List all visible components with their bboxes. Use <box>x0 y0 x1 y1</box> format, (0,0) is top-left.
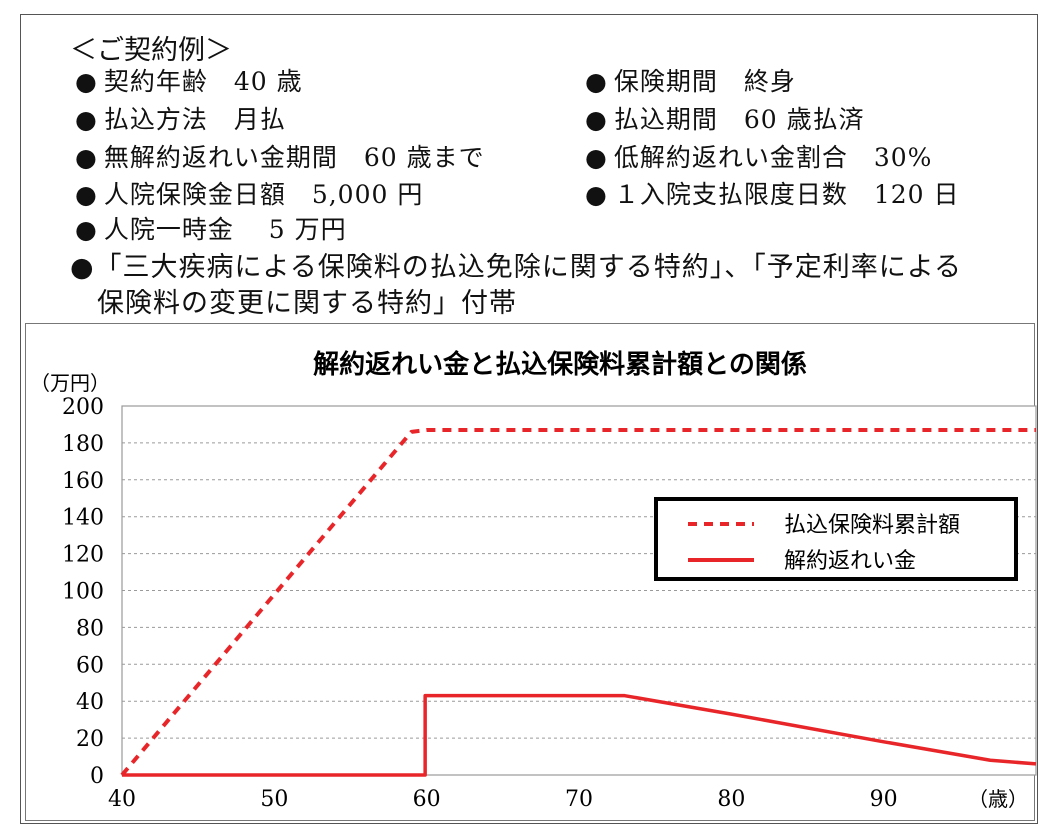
bullet-icon: ● <box>585 143 608 172</box>
condition-payment-period: ● 払込期間 60 歳払済 <box>585 100 865 136</box>
condition-text: 払込方法 月払 <box>103 105 286 134</box>
bullet-icon: ● <box>75 105 98 134</box>
condition-contract-age: ● 契約年齢 40 歳 <box>75 62 303 98</box>
condition-text: 払込期間 60 歳払済 <box>613 105 865 134</box>
riders-note-line-2: 保険料の変更に関する特約」付帯 <box>97 288 517 319</box>
condition-text: 人院保険金日額 5,000 円 <box>103 180 424 209</box>
bullet-icon: ● <box>585 180 608 209</box>
condition-payment-method: ● 払込方法 月払 <box>75 100 286 136</box>
condition-text: 保険期間 終身 <box>613 67 796 96</box>
condition-no-surrender-period: ● 無解約返れい金期間 60 歳まで <box>75 138 485 174</box>
contract-example-box <box>20 14 1038 824</box>
bullet-icon: ● <box>585 105 608 134</box>
bullet-icon: ● <box>75 215 98 244</box>
chart-panel <box>25 323 1035 821</box>
riders-note-line-1: ●「三大疾病による保険料の払込免除に関する特約」、「予定利率による <box>70 252 962 283</box>
condition-text: 低解約返れい金割合 30% <box>613 143 933 172</box>
bullet-icon: ● <box>75 67 98 96</box>
condition-text: １入院支払限度日数 120 日 <box>613 180 960 209</box>
bullet-icon: ● <box>75 143 98 172</box>
contract-example-heading: ＜ご契約例＞ <box>70 35 232 66</box>
bullet-icon: ● <box>75 180 98 209</box>
condition-insurance-period: ● 保険期間 終身 <box>585 62 796 98</box>
condition-text: 人院一時金 5 万円 <box>103 215 347 244</box>
condition-daily-hospital-benefit: ● 人院保険金日額 5,000 円 <box>75 175 423 211</box>
condition-low-surrender-ratio: ● 低解約返れい金割合 30% <box>585 138 932 174</box>
condition-hospital-day-limit: ● １入院支払限度日数 120 日 <box>585 175 960 211</box>
condition-text: 無解約返れい金期間 60 歳まで <box>103 143 485 172</box>
condition-hospital-lump-sum: ● 人院一時金 5 万円 <box>75 210 347 246</box>
condition-text: 契約年齢 40 歳 <box>103 67 303 96</box>
bullet-icon: ● <box>585 67 608 96</box>
